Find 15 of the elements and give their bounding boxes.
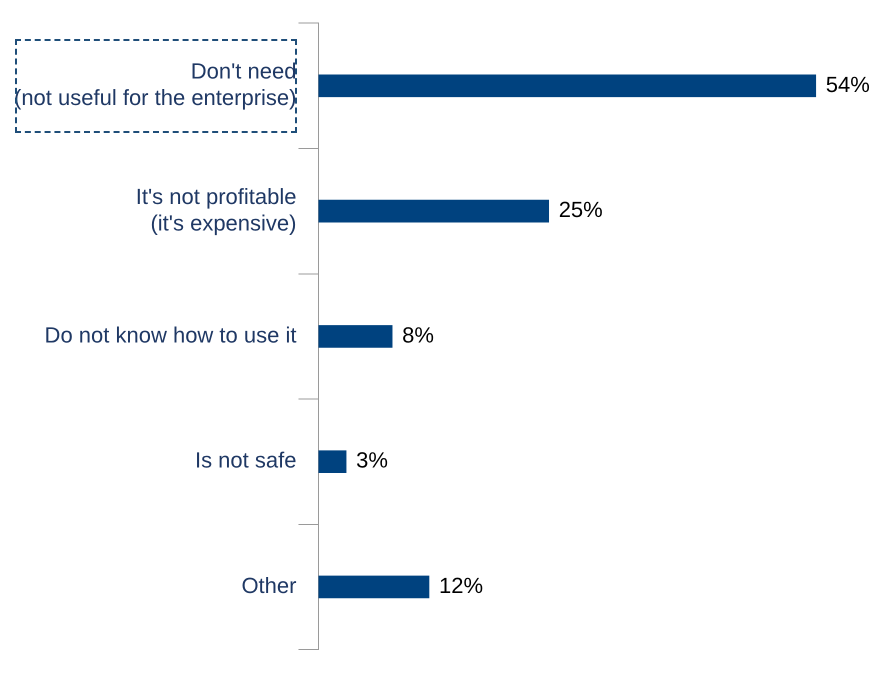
bar [318,325,392,348]
y-tick-label: Do not know how to use it [44,322,296,348]
y-tick-label: It's not profitable (it's expensive) [136,184,296,236]
bar [318,200,550,222]
y-tick-label: Is not safe [194,448,296,473]
data-label: 3% [356,448,388,473]
data-label: 54% [826,72,870,97]
bar [318,74,816,98]
data-label: 8% [402,322,434,348]
bar [318,576,430,598]
y-tick-label: Don't need (not useful for the enterprise) [14,58,296,110]
data-label: 12% [438,573,484,598]
data-label: 25% [558,197,603,222]
y-tick-label: Other [241,573,296,598]
bar [318,450,346,474]
